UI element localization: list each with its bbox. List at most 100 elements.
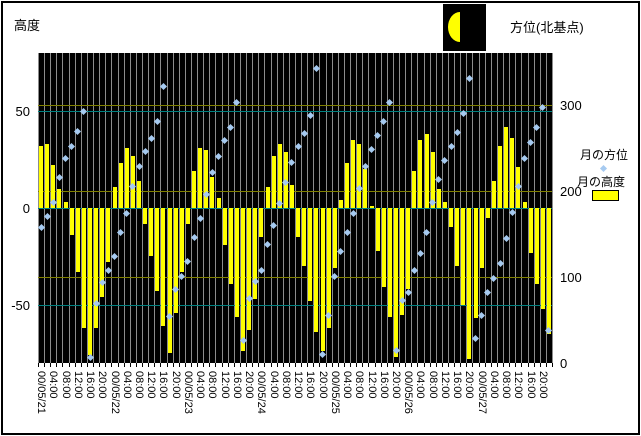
altitude-bar [167, 208, 172, 354]
x-axis-label: 20:00 [169, 371, 182, 399]
altitude-bar [528, 208, 533, 253]
altitude-bar [442, 202, 447, 208]
x-axis-tick [160, 363, 162, 367]
altitude-bar [118, 163, 123, 208]
altitude-bar [436, 188, 441, 208]
altitude-bar [491, 180, 496, 208]
x-axis-label: 20:00 [316, 371, 329, 399]
altitude-bar [375, 208, 380, 251]
altitude-bar [406, 208, 411, 290]
x-axis-tick [423, 363, 425, 367]
x-axis-label: 16:00 [304, 371, 317, 399]
azimuth-gridline [38, 104, 552, 106]
altitude-bar [430, 151, 435, 208]
x-axis-label: 04:00 [267, 371, 280, 399]
altitude-gridline [38, 208, 552, 209]
right-axis-tick-label: 0 [560, 356, 568, 371]
altitude-bar [63, 202, 68, 208]
x-axis-tick [386, 363, 388, 367]
moon-icon [443, 4, 486, 51]
altitude-bar [387, 208, 392, 317]
x-axis-label: 12:00 [512, 371, 525, 399]
right-axis-tick-label: 200 [560, 183, 582, 199]
x-axis-label: 12:00 [218, 371, 231, 399]
x-axis-tick [80, 363, 82, 367]
x-axis-label: 20:00 [390, 371, 402, 399]
x-axis-tick [166, 363, 168, 367]
altitude-bar [546, 208, 551, 334]
altitude-bar [302, 208, 307, 267]
altitude-bar [534, 208, 539, 284]
x-axis-label: 00/05/27 [475, 371, 488, 414]
altitude-bar [332, 208, 337, 269]
x-axis-tick [38, 363, 39, 367]
x-axis-tick [435, 363, 437, 367]
altitude-bar [400, 208, 405, 315]
x-axis-label: 16:00 [451, 371, 464, 399]
altitude-bar [137, 180, 141, 208]
x-axis-tick [270, 363, 272, 367]
altitude-bar [369, 206, 374, 208]
x-axis-tick [44, 363, 46, 367]
x-axis-label: 08:00 [353, 371, 366, 399]
x-axis-tick [197, 363, 199, 367]
x-axis-tick [264, 363, 266, 367]
altitude-bar [210, 177, 215, 208]
legend-azimuth-label: 月の方位 [580, 148, 629, 162]
altitude-bar [69, 208, 74, 236]
x-axis-tick [288, 363, 290, 367]
x-axis-label: 04:00 [194, 371, 207, 399]
altitude-gridline [38, 111, 552, 113]
x-axis-tick [105, 363, 107, 367]
x-axis-tick [86, 363, 88, 367]
x-axis-tick [472, 363, 474, 367]
x-axis-tick [325, 363, 327, 367]
x-axis-label: 08:00 [279, 371, 292, 399]
x-axis-tick [74, 363, 76, 367]
x-axis-tick [154, 363, 156, 367]
x-axis-tick [233, 363, 235, 367]
x-axis-tick [527, 363, 529, 367]
x-axis-tick [478, 363, 480, 367]
vertical-gridline [552, 53, 553, 363]
x-axis-label: 00/05/26 [402, 371, 415, 414]
altitude-bar [504, 126, 509, 208]
x-axis-label: 12:00 [365, 371, 378, 399]
altitude-bar [345, 163, 349, 208]
altitude-bar [179, 208, 184, 272]
x-axis-tick [503, 363, 505, 367]
x-axis-label: 04:00 [414, 371, 427, 399]
x-axis-label: 12:00 [438, 371, 451, 399]
azimuth-gridline [38, 190, 552, 192]
altitude-gridline [38, 304, 552, 306]
x-axis-label: 00/05/21 [35, 371, 48, 414]
altitude-bar [265, 186, 270, 208]
x-axis-tick [99, 363, 101, 367]
altitude-bar [94, 208, 99, 329]
altitude-bar [424, 134, 429, 208]
x-axis-tick [135, 363, 137, 367]
altitude-bar [479, 208, 484, 269]
x-axis-tick [447, 363, 449, 367]
x-axis-label: 08:00 [206, 371, 219, 399]
x-axis-tick [460, 363, 462, 367]
x-axis-label: 00/05/22 [108, 371, 121, 414]
x-axis-label: 16:00 [377, 371, 390, 399]
x-axis-tick [221, 363, 223, 367]
altitude-bar [161, 208, 166, 327]
altitude-bar [449, 208, 453, 228]
altitude-bar [277, 144, 282, 208]
x-axis-label: 12:00 [292, 371, 305, 399]
altitude-bar [412, 171, 417, 208]
x-axis-tick [509, 363, 511, 367]
altitude-bar [192, 171, 196, 208]
x-axis-label: 04:00 [120, 371, 133, 399]
altitude-bar [418, 140, 423, 208]
x-axis-label: 20:00 [536, 371, 549, 399]
x-axis-label: 00/05/24 [255, 371, 268, 414]
x-axis-tick [142, 363, 144, 367]
altitude-bar [143, 208, 148, 224]
legend-altitude-swatch [592, 190, 619, 201]
altitude-bar [363, 169, 368, 209]
altitude-bar [57, 188, 62, 208]
